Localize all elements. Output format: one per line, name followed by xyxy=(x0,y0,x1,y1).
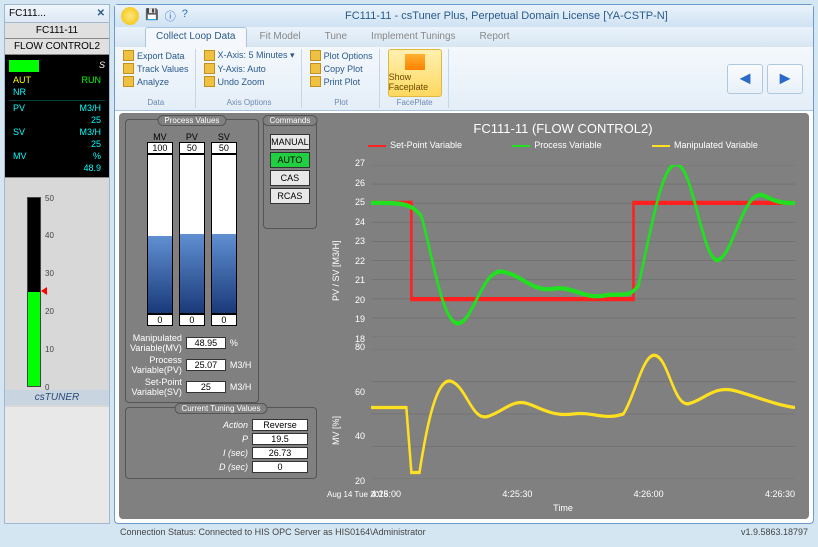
fp-sv-value: 25 xyxy=(91,139,101,149)
ribbon-analyze[interactable]: Analyze xyxy=(123,75,189,88)
vbar-pv: PV500 xyxy=(179,132,205,326)
faceplate-gauge: 50403020100 csTUNER xyxy=(5,177,109,407)
status-bar: Connection Status: Connected to HIS OPC … xyxy=(114,527,814,543)
setpoint-marker-icon xyxy=(41,287,47,295)
main-window: 💾 ⓘ ? FC111-11 - csTuner Plus, Perpetual… xyxy=(114,4,814,524)
ribbon-y-axis-auto[interactable]: Y-Axis: Auto xyxy=(204,62,295,75)
chart-xlabel: Time xyxy=(323,503,803,513)
vbar-sv: SV50◄0 xyxy=(211,132,237,326)
info-icon[interactable]: ⓘ xyxy=(165,8,176,24)
bottom-plot[interactable]: MV [%] 80604020 xyxy=(323,345,803,483)
nav-prev-button[interactable]: ◄ xyxy=(727,64,763,94)
faceplate-close-icon[interactable]: ✕ xyxy=(97,8,105,19)
mode-run: RUN xyxy=(82,75,102,85)
process-values-panel: Process Values MV1000PV500SV50◄0 Manipul… xyxy=(125,119,259,403)
ribbon-print-plot[interactable]: Print Plot xyxy=(310,75,373,88)
ribbon-tabs: Collect Loop DataFit ModelTuneImplement … xyxy=(115,27,813,47)
ribbon-group-plot: Plot OptionsCopy PlotPrint Plot Plot xyxy=(304,49,380,108)
chart-title: FC111-11 (FLOW CONTROL2) xyxy=(323,119,803,140)
cmd-manual[interactable]: MANUAL xyxy=(270,134,310,150)
ribbon-group-data: Export DataTrack ValuesAnalyze Data xyxy=(117,49,196,108)
fp-pv-value: 25 xyxy=(91,115,101,125)
mode-nr: NR xyxy=(13,87,26,97)
legend-sp: Set-Point Variable xyxy=(368,140,462,150)
connection-status: Connection Status: Connected to HIS OPC … xyxy=(120,527,426,543)
chart-legend: Set-Point Variable Process Variable Mani… xyxy=(323,140,803,154)
vbar-mv: MV1000 xyxy=(147,132,173,326)
legend-pv: Process Variable xyxy=(512,140,601,150)
fp-mv-value: 48.9 xyxy=(83,163,101,173)
cmd-cas[interactable]: CAS xyxy=(270,170,310,186)
ribbon-undo-zoom[interactable]: Undo Zoom xyxy=(204,75,295,88)
faceplate-tag: FC111-11 xyxy=(5,23,109,39)
tab-report[interactable]: Report xyxy=(469,27,521,47)
ribbon-track-values[interactable]: Track Values xyxy=(123,62,189,75)
ribbon-export-data[interactable]: Export Data xyxy=(123,49,189,62)
chart-area: FC111-11 (FLOW CONTROL2) Set-Point Varia… xyxy=(323,119,803,513)
tab-fit-model[interactable]: Fit Model xyxy=(249,27,312,47)
ribbon-group-faceplate: Show Faceplate FacePlate xyxy=(382,49,449,108)
nav-next-button[interactable]: ► xyxy=(767,64,803,94)
faceplate-status-block: S AUTRUN NR PVM3/H 25 SVM3/H 25 MV% 48.9 xyxy=(5,55,109,177)
faceplate-icon xyxy=(405,54,425,70)
tuning-panel: Current Tuning Values ActionReverseP19.5… xyxy=(125,407,317,479)
mode-aut: AUT xyxy=(13,75,31,85)
version-label: v1.9.5863.18797 xyxy=(741,527,808,543)
ribbon-plot-options[interactable]: Plot Options xyxy=(310,49,373,62)
ribbon: Export DataTrack ValuesAnalyze Data X-Ax… xyxy=(115,47,813,111)
tab-implement-tunings[interactable]: Implement Tunings xyxy=(360,27,467,47)
window-titlebar: 💾 ⓘ ? FC111-11 - csTuner Plus, Perpetual… xyxy=(115,5,813,27)
ribbon-x-axis-5-minutes-[interactable]: X-Axis: 5 Minutes ▾ xyxy=(204,49,295,62)
faceplate-titlebar: FC111... ✕ xyxy=(5,5,109,23)
cmd-auto[interactable]: AUTO xyxy=(270,152,310,168)
faceplate-panel: FC111... ✕ FC111-11 FLOW CONTROL2 S AUTR… xyxy=(4,4,110,524)
cmd-rcas[interactable]: RCAS xyxy=(270,188,310,204)
window-title: FC111-11 - csTuner Plus, Perpetual Domai… xyxy=(200,10,813,22)
ribbon-copy-plot[interactable]: Copy Plot xyxy=(310,62,373,75)
help-icon[interactable]: ? xyxy=(182,8,188,24)
tab-tune[interactable]: Tune xyxy=(314,27,358,47)
top-plot[interactable]: PV / SV [M3/H] 27262524232221201918 xyxy=(323,161,803,341)
tab-collect-loop-data[interactable]: Collect Loop Data xyxy=(145,27,247,47)
ribbon-group-axis: X-Axis: 5 Minutes ▾Y-Axis: AutoUndo Zoom… xyxy=(198,49,302,108)
app-logo-icon xyxy=(121,7,139,25)
cstuner-label[interactable]: csTUNER xyxy=(5,390,109,405)
legend-mv: Manipulated Variable xyxy=(652,140,758,150)
faceplate-tab-title: FC111... xyxy=(9,8,46,19)
workspace: Process Values MV1000PV500SV50◄0 Manipul… xyxy=(119,113,809,519)
show-faceplate-button[interactable]: Show Faceplate xyxy=(388,49,442,97)
commands-panel: Commands MANUALAUTOCASRCAS xyxy=(263,119,317,229)
faceplate-desc: FLOW CONTROL2 xyxy=(5,39,109,55)
save-icon[interactable]: 💾 xyxy=(145,8,159,24)
